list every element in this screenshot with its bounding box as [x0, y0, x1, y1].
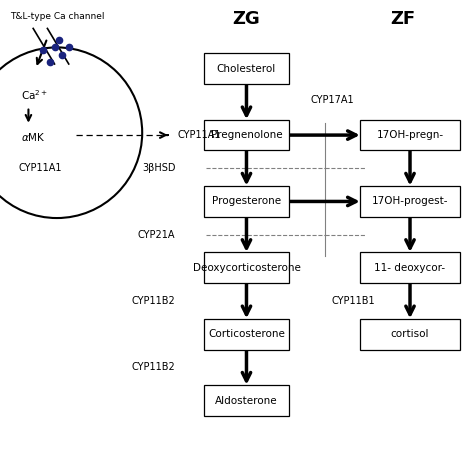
FancyBboxPatch shape — [204, 54, 289, 84]
Text: CYP11B1: CYP11B1 — [332, 296, 375, 306]
Text: Corticosterone: Corticosterone — [208, 329, 285, 339]
FancyBboxPatch shape — [204, 120, 289, 151]
Text: CYP17A1: CYP17A1 — [310, 94, 354, 105]
Text: ZF: ZF — [390, 10, 416, 28]
Text: 3βHSD: 3βHSD — [142, 163, 175, 173]
Text: Aldosterone: Aldosterone — [215, 395, 278, 406]
Text: CYP11B2: CYP11B2 — [132, 362, 175, 373]
Text: 17OH-pregn-: 17OH-pregn- — [376, 130, 444, 140]
Text: $\alpha$MK: $\alpha$MK — [21, 131, 46, 144]
Text: CYP11B2: CYP11B2 — [132, 296, 175, 306]
Text: Ca$^{2+}$: Ca$^{2+}$ — [21, 88, 48, 102]
FancyBboxPatch shape — [360, 186, 460, 217]
Text: CYP21A: CYP21A — [138, 229, 175, 240]
Text: 11- deoxycor-: 11- deoxycor- — [374, 263, 446, 273]
Text: T&L-type Ca channel: T&L-type Ca channel — [9, 12, 104, 21]
Text: ZG: ZG — [233, 10, 260, 28]
Text: CYP11A1: CYP11A1 — [178, 130, 221, 140]
FancyBboxPatch shape — [360, 319, 460, 350]
Text: Pregnenolone: Pregnenolone — [210, 130, 283, 140]
Text: Cholesterol: Cholesterol — [217, 64, 276, 74]
FancyBboxPatch shape — [204, 385, 289, 416]
FancyBboxPatch shape — [204, 186, 289, 217]
FancyBboxPatch shape — [360, 120, 460, 151]
FancyBboxPatch shape — [204, 252, 289, 283]
Text: cortisol: cortisol — [391, 329, 429, 339]
FancyBboxPatch shape — [360, 252, 460, 283]
Text: 17OH-progest-: 17OH-progest- — [372, 196, 448, 207]
FancyBboxPatch shape — [204, 319, 289, 350]
Text: Deoxycorticosterone: Deoxycorticosterone — [192, 263, 301, 273]
Text: CYP11A1: CYP11A1 — [19, 163, 63, 173]
Text: Progesterone: Progesterone — [212, 196, 281, 207]
